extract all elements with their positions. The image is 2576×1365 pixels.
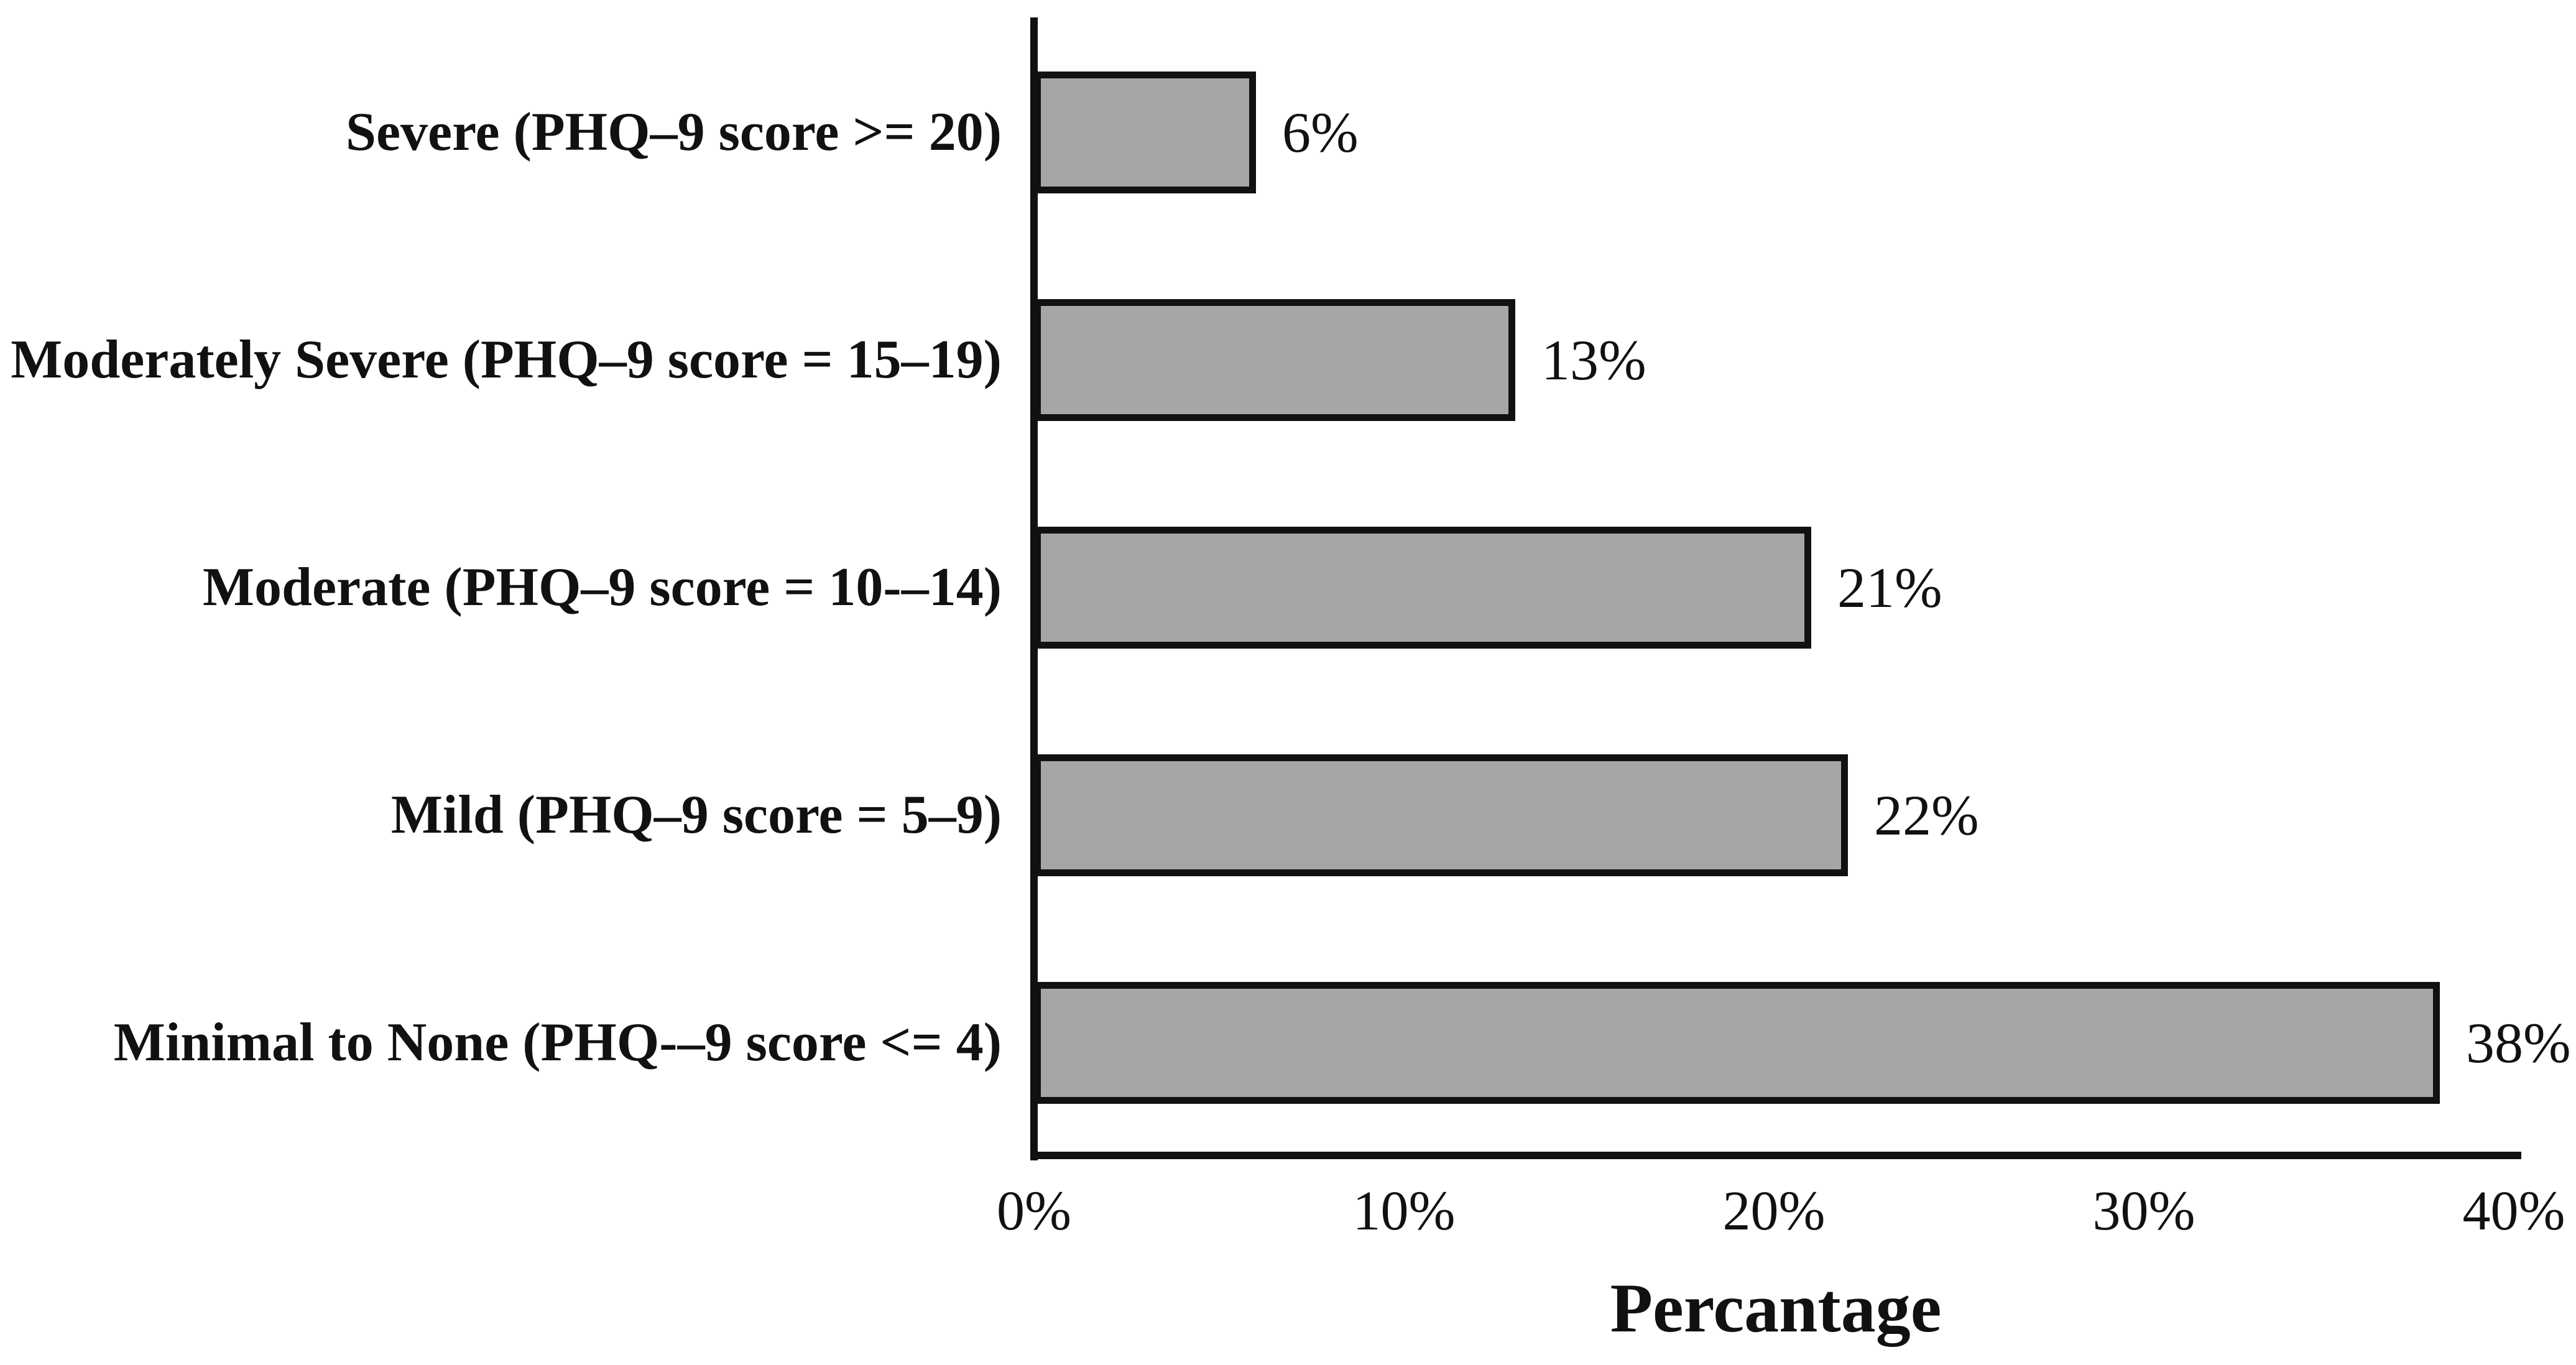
x-axis-line [1030,1152,2521,1159]
bar [1034,982,2440,1104]
category-label: Moderate (PHQ–9 score = 10-–14) [202,557,1002,618]
bar-value-label: 38% [2466,1011,2571,1075]
x-tick-label: 20% [1722,1180,1826,1242]
x-tick-label: 30% [2092,1180,2195,1242]
bar [1034,754,1848,876]
x-tick-label: 10% [1352,1180,1456,1242]
chart-row: Severe (PHQ–9 score >= 20) 6% [0,19,2576,246]
bar-value-label: 6% [1282,101,1359,164]
bar [1034,299,1515,421]
x-axis-ticks: 0% 10% 20% 30% 40% [0,1179,2576,1260]
x-tick-label: 0% [997,1180,1071,1242]
chart-row: Moderate (PHQ–9 score = 10-–14) 21% [0,474,2576,701]
bar [1034,527,1811,649]
bar [1034,72,1256,193]
x-tick-label: 40% [2462,1180,2565,1242]
chart-row: Moderately Severe (PHQ–9 score = 15–19) 1… [0,246,2576,474]
category-label: Mild (PHQ–9 score = 5–9) [390,784,1002,845]
chart-row: Minimal to None (PHQ-–9 score <= 4) 38% [0,929,2576,1157]
chart-row: Mild (PHQ–9 score = 5–9) 22% [0,701,2576,929]
y-axis-line [1030,17,1038,1160]
x-axis-title: Percantage [1610,1270,1942,1347]
category-label: Minimal to None (PHQ-–9 score <= 4) [113,1012,1002,1073]
bar-value-label: 21% [1837,556,1942,619]
chart-rows: Severe (PHQ–9 score >= 20) 6% Moderately S… [0,19,2576,1157]
bar-value-label: 22% [1874,784,1979,847]
category-label: Moderately Severe (PHQ–9 score = 15–19) [11,329,1002,390]
category-label: Severe (PHQ–9 score >= 20) [346,101,1002,162]
bar-value-label: 13% [1541,328,1646,392]
